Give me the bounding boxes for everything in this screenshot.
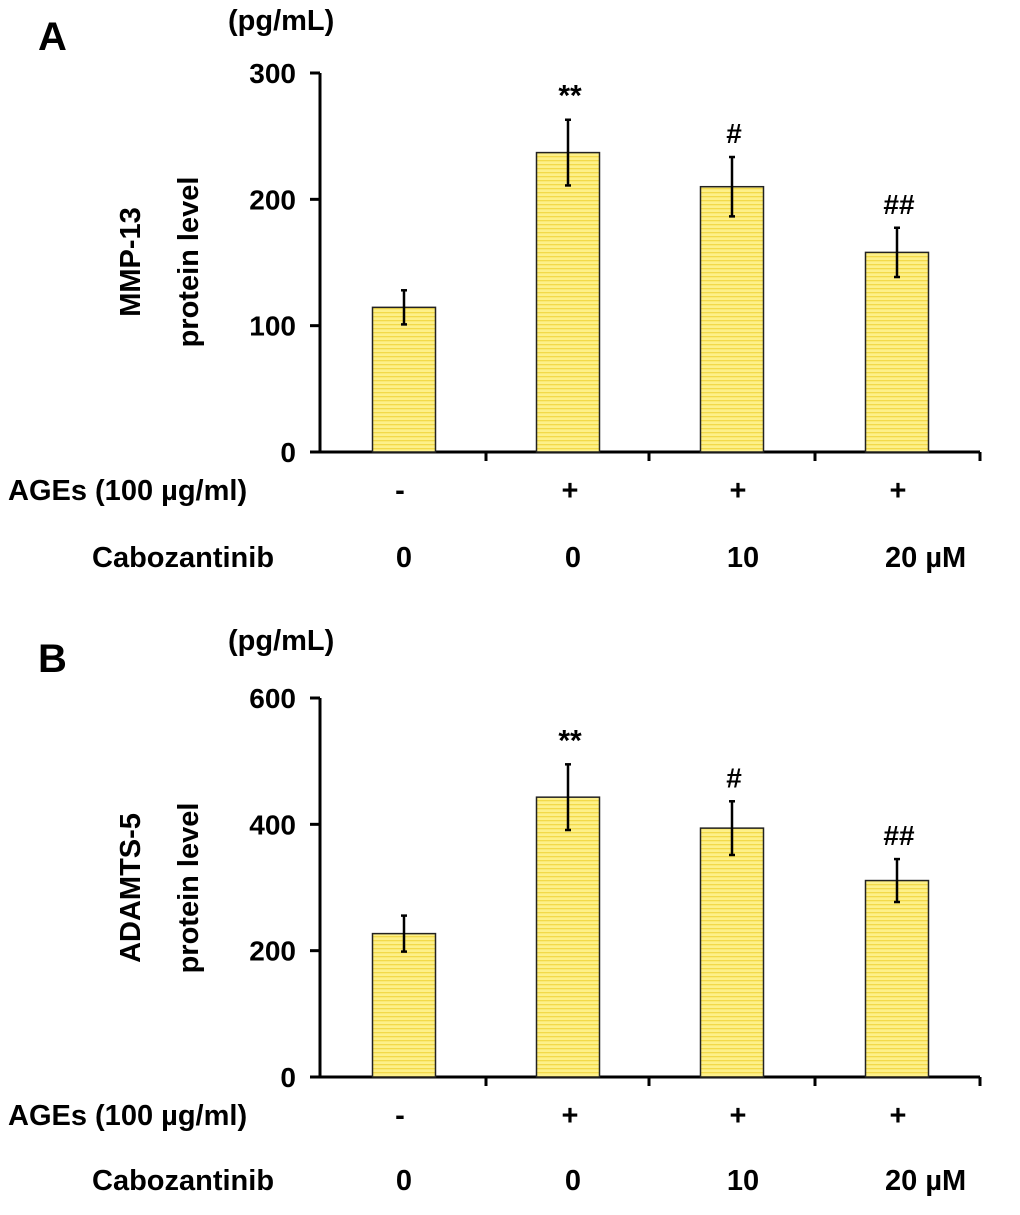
row-label: AGEs (100 µg/ml) [8,1100,247,1132]
row-value: + [890,475,907,507]
panel-label: B [38,637,67,681]
row-value: 0 [396,1165,412,1197]
row-value: 0 [396,542,412,574]
row-label: Cabozantinib [92,542,274,574]
row-value: 20 µM [885,542,966,574]
row-value: 10 [727,1165,759,1197]
y-axis-title-line2: protein level [173,177,205,348]
significance-annotation: ## [883,189,915,220]
y-axis-title-line1: ADAMTS-5 [115,813,147,963]
row-label: Cabozantinib [92,1165,274,1197]
row-value: - [395,1100,405,1132]
y-unit-label: (pg/mL) [228,5,334,37]
bar [699,827,765,1078]
bar [371,932,437,1078]
row-value: 10 [727,542,759,574]
row-label: AGEs (100 µg/ml) [8,475,247,507]
y-tick-label: 600 [249,683,296,714]
bar [535,796,601,1078]
bar [699,185,765,453]
significance-annotation: # [726,118,742,149]
row-value: 0 [565,1165,581,1197]
significance-annotation: ** [558,80,582,113]
row-value: - [395,475,405,507]
y-tick-label: 400 [249,809,296,840]
y-axis-title-line2: protein level [173,803,205,974]
y-tick-label: 0 [280,437,296,468]
y-tick-label: 100 [249,311,296,342]
row-value: + [730,1100,747,1132]
bar [535,151,601,453]
row-value: 20 µM [885,1165,966,1197]
y-tick-label: 0 [280,1062,296,1093]
bar [864,251,930,453]
bar [371,306,437,453]
row-value: 0 [565,542,581,574]
row-value: + [562,1100,579,1132]
significance-annotation: ** [558,724,582,757]
y-tick-label: 200 [249,184,296,215]
y-tick-label: 200 [249,936,296,967]
row-value: + [562,475,579,507]
row-value: + [890,1100,907,1132]
panel-label: A [38,15,67,59]
significance-annotation: ## [883,820,915,851]
row-value: + [730,475,747,507]
bar [864,879,930,1078]
significance-annotation: # [726,762,742,793]
y-tick-label: 300 [249,58,296,89]
y-unit-label: (pg/mL) [228,625,334,657]
y-axis-title-line1: MMP-13 [115,207,147,317]
